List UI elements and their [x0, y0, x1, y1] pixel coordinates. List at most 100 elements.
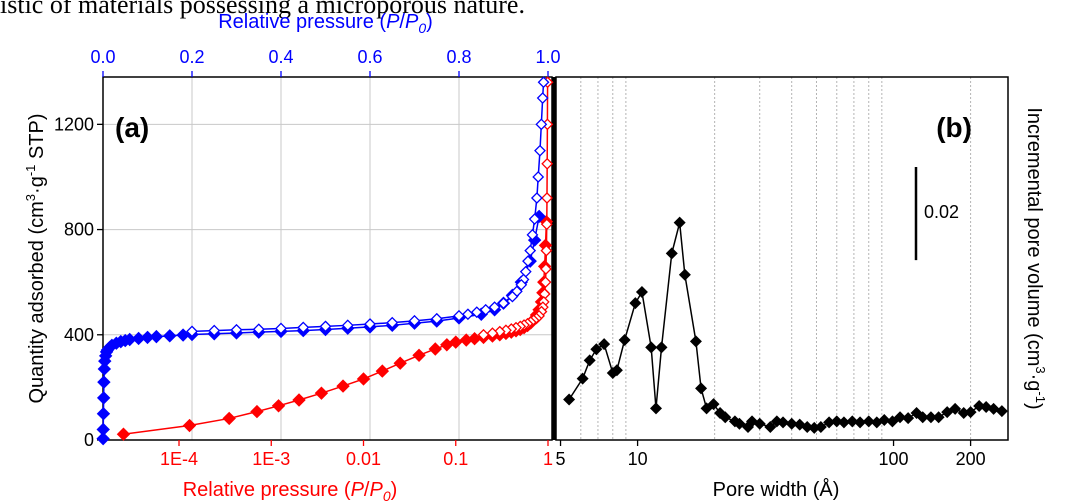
adsorption-point	[428, 342, 442, 356]
desorption-point	[230, 323, 243, 336]
desorption-point	[528, 213, 541, 225]
desorption-point	[530, 192, 543, 204]
desorption-point	[540, 263, 552, 275]
adsorption-point	[271, 399, 286, 413]
panel-b-label: (b)	[936, 112, 972, 143]
adsorption-point	[116, 427, 131, 441]
desorption-point	[479, 303, 492, 316]
adsorption-point	[97, 362, 112, 376]
desorption-point	[497, 297, 510, 310]
adsorption-point	[393, 356, 407, 370]
desorption-point	[186, 325, 198, 338]
adsorption-line	[123, 221, 548, 435]
bottom-tick-label: 0.1	[443, 449, 468, 469]
x-axis-title: Pore width (Å)	[713, 478, 840, 501]
top-tick-label: 0.4	[268, 47, 293, 67]
psd-point	[673, 216, 686, 229]
psd-point	[846, 415, 859, 428]
desorption-point	[319, 320, 332, 333]
panel-b-frame	[555, 76, 1009, 441]
bottom-axis-title: Relative pressure (P/P0)	[183, 479, 398, 503]
desorption-point	[386, 316, 399, 329]
desorption-point	[541, 157, 554, 170]
psd-point	[649, 402, 662, 415]
adsorption-point	[96, 431, 110, 446]
psd-point	[949, 402, 962, 415]
desorption-point	[297, 321, 310, 334]
x-tick-label: 5	[556, 449, 566, 469]
desorption-point	[534, 144, 546, 157]
psd-point	[576, 372, 589, 385]
red-isotherm	[116, 76, 554, 441]
adsorption-point	[250, 404, 264, 419]
desorption-point	[461, 308, 474, 321]
psd-point	[645, 341, 658, 354]
psd-point	[837, 416, 850, 429]
psd-point	[823, 416, 836, 429]
y-tick-label: 400	[64, 325, 94, 345]
desorption-point	[524, 244, 537, 257]
desorption-point	[515, 278, 528, 291]
adsorption-point	[412, 348, 426, 363]
bottom-tick-label: 1E-3	[252, 449, 290, 469]
psd-point	[618, 333, 631, 346]
psd-point	[854, 416, 867, 429]
adsorption-point	[314, 386, 329, 400]
adsorption-point	[96, 391, 111, 405]
adsorption-point	[97, 375, 111, 389]
psd-point	[610, 364, 623, 377]
top-axis-title: Relative pressure (P/P0)	[218, 11, 433, 36]
top-tick-label: 1.0	[535, 47, 560, 67]
psd-point	[924, 411, 937, 424]
top-tick-label: 0.6	[357, 47, 382, 67]
y-tick-label: 0	[84, 430, 94, 450]
psd-point	[964, 406, 977, 419]
y-tick-label: 1200	[54, 114, 94, 134]
desorption-point	[541, 192, 553, 204]
caption-text: istic of materials possessing a micropor…	[0, 0, 525, 19]
blue-isotherm	[96, 76, 550, 446]
psd-point	[635, 286, 648, 299]
psd-point	[932, 411, 945, 424]
desorption-point	[506, 290, 519, 303]
desorption-point	[522, 255, 534, 268]
pore-size-distribution	[563, 216, 1008, 434]
desorption-line	[191, 82, 545, 333]
psd-point	[695, 382, 708, 395]
adsorption-point	[375, 364, 390, 378]
desorption-point	[275, 322, 287, 335]
psd-point	[878, 413, 891, 426]
adsorption-point	[96, 406, 111, 421]
desorption-point	[364, 318, 376, 330]
desorption-point	[535, 118, 548, 131]
desorption-point	[470, 306, 483, 319]
desorption-point	[408, 314, 421, 327]
psd-point	[894, 411, 907, 424]
psd-point	[707, 398, 720, 411]
x-tick-label: 200	[956, 449, 986, 469]
desorption-point	[532, 171, 545, 183]
panel-a-label: (a)	[115, 112, 149, 143]
desorption-point	[488, 301, 501, 314]
scale-bar-label: 0.02	[924, 202, 959, 222]
adsorption-point	[149, 329, 164, 344]
psd-point	[973, 400, 986, 413]
desorption-point	[486, 327, 499, 340]
adsorption-point	[182, 418, 197, 433]
psd-point	[777, 416, 790, 429]
psd-point	[814, 420, 827, 433]
desorption-point	[537, 76, 550, 89]
psd-point	[719, 411, 732, 424]
psd-point	[764, 420, 777, 433]
psd-point	[995, 405, 1008, 418]
top-tick-label: 0.2	[179, 47, 204, 67]
desorption-point	[341, 319, 354, 332]
bottom-tick-label: 1E-4	[160, 449, 198, 469]
adsorption-point	[163, 329, 177, 343]
psd-point	[563, 393, 576, 406]
desorption-point	[536, 92, 549, 104]
y-axis-title: Quantity adsorbed (cm3·g-1 STP)	[23, 113, 48, 403]
top-tick-label: 0.0	[90, 47, 115, 67]
bottom-tick-label: 1	[543, 449, 553, 469]
